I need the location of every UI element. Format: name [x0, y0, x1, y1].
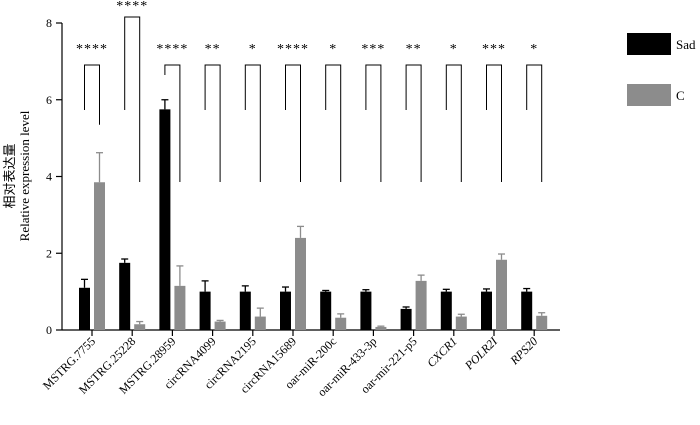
significance-bracket [204, 64, 221, 182]
y-axis-label: Relative expression level [17, 110, 32, 241]
y-tick-label: 6 [46, 93, 52, 107]
significance-label: **** [76, 42, 108, 57]
bar-sad [119, 262, 131, 330]
x-tick-label: RPS20 [507, 334, 541, 368]
significance-label: **** [116, 0, 148, 14]
significance-bracket [285, 64, 301, 182]
significance-label: * [530, 42, 538, 57]
y-tick-label: 4 [46, 170, 52, 184]
legend-swatch-sad [627, 33, 671, 55]
significance-label: ** [406, 42, 422, 57]
bar-sad [79, 287, 90, 330]
bar-c [174, 285, 186, 330]
significance-label: **** [156, 42, 188, 57]
bar-c [455, 316, 467, 330]
bar-sad [440, 291, 452, 330]
bar-sad [400, 308, 412, 330]
significance-label: **** [277, 42, 309, 57]
bar-c [214, 321, 226, 330]
legend-label-sad: Sad [676, 37, 696, 52]
bar-sad [239, 291, 251, 330]
bar-c [94, 182, 105, 330]
bar-c [335, 317, 347, 330]
significance-bracket [445, 64, 462, 182]
bar-c [375, 326, 387, 330]
significance-bracket [405, 64, 422, 182]
x-axis: MSTRG.7755MSTRG.25228MSTRG.28959circRNA4… [40, 329, 560, 399]
y-tick-label: 0 [46, 323, 52, 337]
significance-label: ** [205, 42, 221, 57]
y-axis-label-chinese: 相对表达量 [2, 143, 17, 208]
significance-label: * [329, 42, 337, 57]
bar-c [254, 316, 266, 330]
significance-label: * [249, 42, 257, 57]
bar-sad [320, 291, 332, 330]
bar-c [415, 280, 427, 330]
significance-bracket [526, 64, 543, 182]
significance-label: *** [361, 42, 385, 57]
significance-bracket [325, 64, 342, 182]
x-tick-label: CXCR1 [424, 334, 460, 370]
significance-markers: ************ ** * **** * *** ** * *** * [76, 0, 543, 182]
bar-c [536, 315, 548, 330]
legend-swatch-c [627, 84, 671, 106]
y-tick-label: 2 [46, 246, 52, 260]
y-axis-title: 相对表达量 Relative expression level [2, 110, 32, 241]
legend-label-c: C [676, 88, 685, 103]
bar-sad [280, 291, 291, 330]
y-axis: 0 2 4 6 8 [46, 16, 63, 337]
significance-bracket [365, 64, 382, 182]
significance-bracket [124, 16, 141, 182]
bar-c [496, 259, 507, 330]
significance-label: *** [482, 42, 506, 57]
x-tick-label: POLR2I [461, 334, 501, 374]
bar-c [295, 237, 306, 330]
significance-bracket [164, 64, 181, 182]
y-tick-label: 8 [46, 16, 52, 30]
significance-label: * [450, 42, 458, 57]
significance-bracket [486, 64, 502, 182]
bar-sad [521, 291, 533, 330]
bar-sad [199, 291, 211, 330]
bar-sad [481, 291, 492, 330]
bars [79, 99, 548, 330]
significance-bracket [84, 64, 100, 125]
legend: Sad C [627, 33, 696, 106]
bar-c [134, 324, 146, 330]
bar-sad [360, 291, 372, 330]
significance-bracket [244, 64, 261, 182]
bar-sad [159, 109, 171, 330]
